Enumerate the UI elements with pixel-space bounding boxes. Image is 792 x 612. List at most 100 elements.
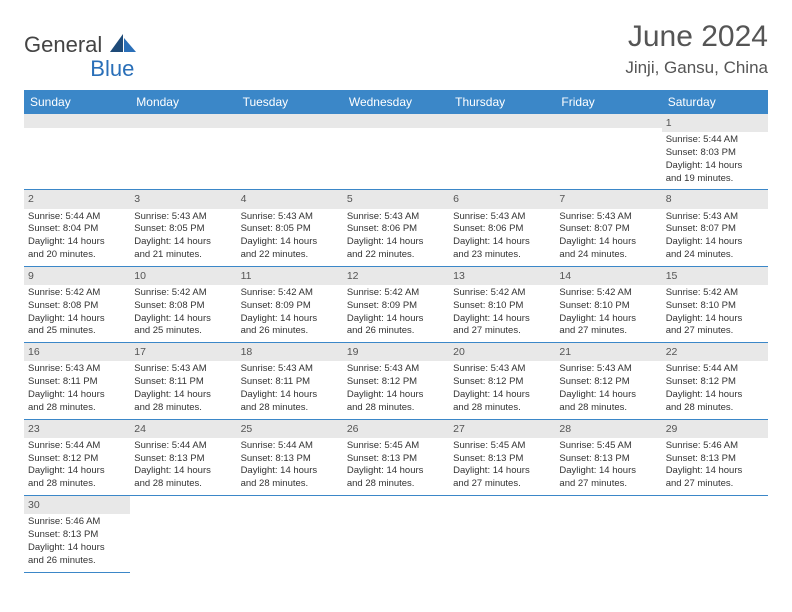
day-number: 27 (449, 420, 555, 438)
sail-icon (110, 34, 136, 59)
calendar-day-cell: 3Sunrise: 5:43 AMSunset: 8:05 PMDaylight… (130, 190, 236, 266)
day-number: 4 (237, 190, 343, 208)
day-detail-line: Sunrise: 5:43 AM (453, 211, 551, 224)
calendar-day-cell: 16Sunrise: 5:43 AMSunset: 8:11 PMDayligh… (24, 343, 130, 419)
day-detail-line: Sunrise: 5:43 AM (559, 363, 657, 376)
calendar-day-cell: 11Sunrise: 5:42 AMSunset: 8:09 PMDayligh… (237, 266, 343, 342)
day-detail-line: Sunset: 8:13 PM (347, 453, 445, 466)
weekday-header-row: Sunday Monday Tuesday Wednesday Thursday… (24, 90, 768, 114)
day-detail-line: Sunrise: 5:45 AM (347, 440, 445, 453)
calendar-day-cell: 5Sunrise: 5:43 AMSunset: 8:06 PMDaylight… (343, 190, 449, 266)
day-number: 18 (237, 343, 343, 361)
day-detail-line: Sunset: 8:11 PM (134, 376, 232, 389)
calendar-table: Sunday Monday Tuesday Wednesday Thursday… (24, 90, 768, 573)
title-block: June 2024 Jinji, Gansu, China (625, 20, 768, 78)
day-detail-line: Sunset: 8:04 PM (28, 223, 126, 236)
day-detail-line: Sunrise: 5:44 AM (134, 440, 232, 453)
day-detail-line: Sunset: 8:10 PM (559, 300, 657, 313)
day-number: 25 (237, 420, 343, 438)
day-detail-line: Daylight: 14 hours (453, 389, 551, 402)
day-detail-line: Daylight: 14 hours (134, 313, 232, 326)
day-detail-line: Sunrise: 5:46 AM (666, 440, 764, 453)
day-detail-line: and 28 minutes. (28, 402, 126, 415)
day-detail-line: and 20 minutes. (28, 249, 126, 262)
calendar-day-cell: 15Sunrise: 5:42 AMSunset: 8:10 PMDayligh… (662, 266, 768, 342)
day-detail-line: and 28 minutes. (134, 402, 232, 415)
day-detail-line: Sunrise: 5:43 AM (666, 211, 764, 224)
day-detail-line: Daylight: 14 hours (559, 236, 657, 249)
calendar-day-cell (449, 114, 555, 190)
day-detail-line: and 27 minutes. (559, 325, 657, 338)
day-detail-line: Sunset: 8:13 PM (559, 453, 657, 466)
day-detail-line: Sunset: 8:11 PM (241, 376, 339, 389)
day-detail-line: Sunrise: 5:44 AM (241, 440, 339, 453)
calendar-day-cell: 13Sunrise: 5:42 AMSunset: 8:10 PMDayligh… (449, 266, 555, 342)
day-number: 15 (662, 267, 768, 285)
day-detail-line: Sunrise: 5:43 AM (241, 363, 339, 376)
day-detail-line: Sunset: 8:05 PM (241, 223, 339, 236)
day-detail-line: and 28 minutes. (559, 402, 657, 415)
day-number: 5 (343, 190, 449, 208)
day-number: 3 (130, 190, 236, 208)
day-number: 13 (449, 267, 555, 285)
day-detail-line: Sunrise: 5:43 AM (28, 363, 126, 376)
day-detail-line: and 24 minutes. (666, 249, 764, 262)
location: Jinji, Gansu, China (625, 58, 768, 78)
day-detail-line: Daylight: 14 hours (134, 465, 232, 478)
day-detail-line: and 28 minutes. (28, 478, 126, 491)
day-detail-line: Daylight: 14 hours (559, 465, 657, 478)
day-number: 6 (449, 190, 555, 208)
day-detail-line: Sunrise: 5:46 AM (28, 516, 126, 529)
day-detail-line: and 28 minutes. (241, 478, 339, 491)
calendar-day-cell: 27Sunrise: 5:45 AMSunset: 8:13 PMDayligh… (449, 419, 555, 495)
calendar-week-row: 9Sunrise: 5:42 AMSunset: 8:08 PMDaylight… (24, 266, 768, 342)
day-detail-line: Sunset: 8:05 PM (134, 223, 232, 236)
calendar-day-cell: 8Sunrise: 5:43 AMSunset: 8:07 PMDaylight… (662, 190, 768, 266)
day-detail-line: and 22 minutes. (347, 249, 445, 262)
day-number: 8 (662, 190, 768, 208)
day-detail-line: Daylight: 14 hours (241, 465, 339, 478)
day-detail-line: Sunset: 8:06 PM (347, 223, 445, 236)
day-detail-line: Daylight: 14 hours (666, 160, 764, 173)
day-detail-line: Daylight: 14 hours (666, 313, 764, 326)
calendar-day-cell: 24Sunrise: 5:44 AMSunset: 8:13 PMDayligh… (130, 419, 236, 495)
calendar-day-cell: 30Sunrise: 5:46 AMSunset: 8:13 PMDayligh… (24, 496, 130, 572)
calendar-day-cell (343, 114, 449, 190)
day-detail-line: and 27 minutes. (453, 325, 551, 338)
day-detail-line: Daylight: 14 hours (559, 313, 657, 326)
day-number: 20 (449, 343, 555, 361)
logo-text-blue: Blue (90, 56, 134, 82)
calendar-day-cell: 29Sunrise: 5:46 AMSunset: 8:13 PMDayligh… (662, 419, 768, 495)
day-number: 7 (555, 190, 661, 208)
calendar-day-cell (662, 496, 768, 572)
day-detail-line: Daylight: 14 hours (559, 389, 657, 402)
calendar-day-cell: 10Sunrise: 5:42 AMSunset: 8:08 PMDayligh… (130, 266, 236, 342)
day-detail-line: Sunrise: 5:44 AM (666, 363, 764, 376)
day-number: 9 (24, 267, 130, 285)
day-detail-line: Sunset: 8:08 PM (28, 300, 126, 313)
day-detail-line: Daylight: 14 hours (241, 313, 339, 326)
calendar-day-cell (130, 496, 236, 572)
day-detail-line: Sunrise: 5:42 AM (28, 287, 126, 300)
calendar-day-cell: 21Sunrise: 5:43 AMSunset: 8:12 PMDayligh… (555, 343, 661, 419)
header: General Blue June 2024 Jinji, Gansu, Chi… (24, 20, 768, 78)
day-detail-line: Daylight: 14 hours (347, 313, 445, 326)
day-detail-line: and 26 minutes. (347, 325, 445, 338)
day-detail-line: and 28 minutes. (347, 402, 445, 415)
calendar-day-cell: 7Sunrise: 5:43 AMSunset: 8:07 PMDaylight… (555, 190, 661, 266)
day-detail-line: Sunrise: 5:42 AM (559, 287, 657, 300)
day-detail-line: and 24 minutes. (559, 249, 657, 262)
logo-text-general: General (24, 32, 102, 58)
day-detail-line: and 22 minutes. (241, 249, 339, 262)
day-number: 17 (130, 343, 236, 361)
calendar-week-row: 1Sunrise: 5:44 AMSunset: 8:03 PMDaylight… (24, 114, 768, 190)
calendar-day-cell: 2Sunrise: 5:44 AMSunset: 8:04 PMDaylight… (24, 190, 130, 266)
day-detail-line: and 27 minutes. (666, 478, 764, 491)
day-detail-line: Sunrise: 5:42 AM (241, 287, 339, 300)
calendar-day-cell: 14Sunrise: 5:42 AMSunset: 8:10 PMDayligh… (555, 266, 661, 342)
day-detail-line: and 28 minutes. (453, 402, 551, 415)
day-detail-line: Daylight: 14 hours (134, 389, 232, 402)
day-number: 16 (24, 343, 130, 361)
calendar-day-cell: 22Sunrise: 5:44 AMSunset: 8:12 PMDayligh… (662, 343, 768, 419)
day-number: 21 (555, 343, 661, 361)
